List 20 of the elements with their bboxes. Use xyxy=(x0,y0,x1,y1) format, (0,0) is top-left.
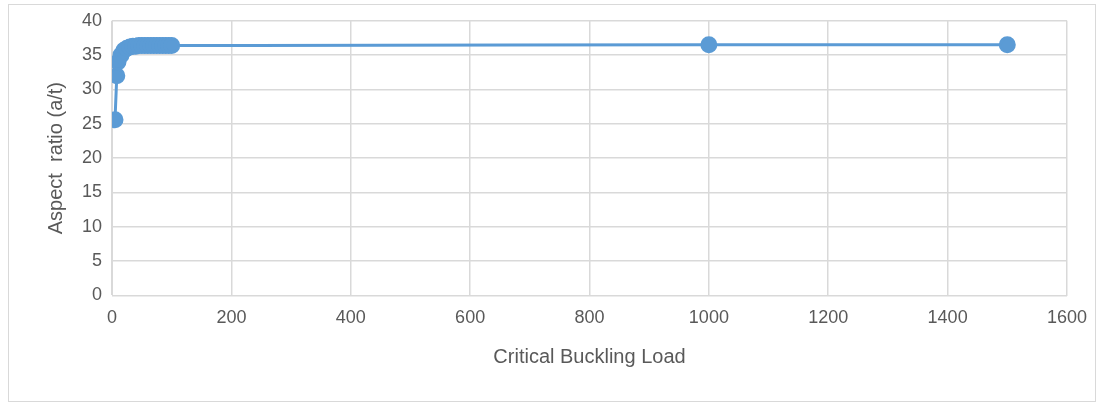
x-tick-label: 1400 xyxy=(927,307,968,328)
y-tick-label: 10 xyxy=(81,215,103,236)
x-tick-label: 600 xyxy=(455,307,486,328)
y-tick-label: 0 xyxy=(92,284,103,305)
y-tick-label: 15 xyxy=(81,181,103,202)
x-tick-label: 200 xyxy=(216,307,247,328)
x-tick-label: 400 xyxy=(335,307,366,328)
y-tick-label: 35 xyxy=(81,44,103,65)
x-tick-label: 1600 xyxy=(1046,307,1087,328)
y-tick-label: 20 xyxy=(81,147,103,168)
y-tick-label: 5 xyxy=(92,250,103,271)
x-axis-title: Critical Buckling Load xyxy=(493,344,686,367)
y-tick-label: 25 xyxy=(81,112,103,133)
y-axis-title: Aspect ratio (a/t) xyxy=(43,81,66,235)
x-tick-label: 1200 xyxy=(808,307,849,328)
y-tick-label: 40 xyxy=(81,9,103,30)
x-tick-label: 1000 xyxy=(688,307,729,328)
x-tick-label: 0 xyxy=(107,307,118,328)
y-tick-label: 30 xyxy=(81,78,103,99)
x-tick-label: 800 xyxy=(574,307,605,328)
